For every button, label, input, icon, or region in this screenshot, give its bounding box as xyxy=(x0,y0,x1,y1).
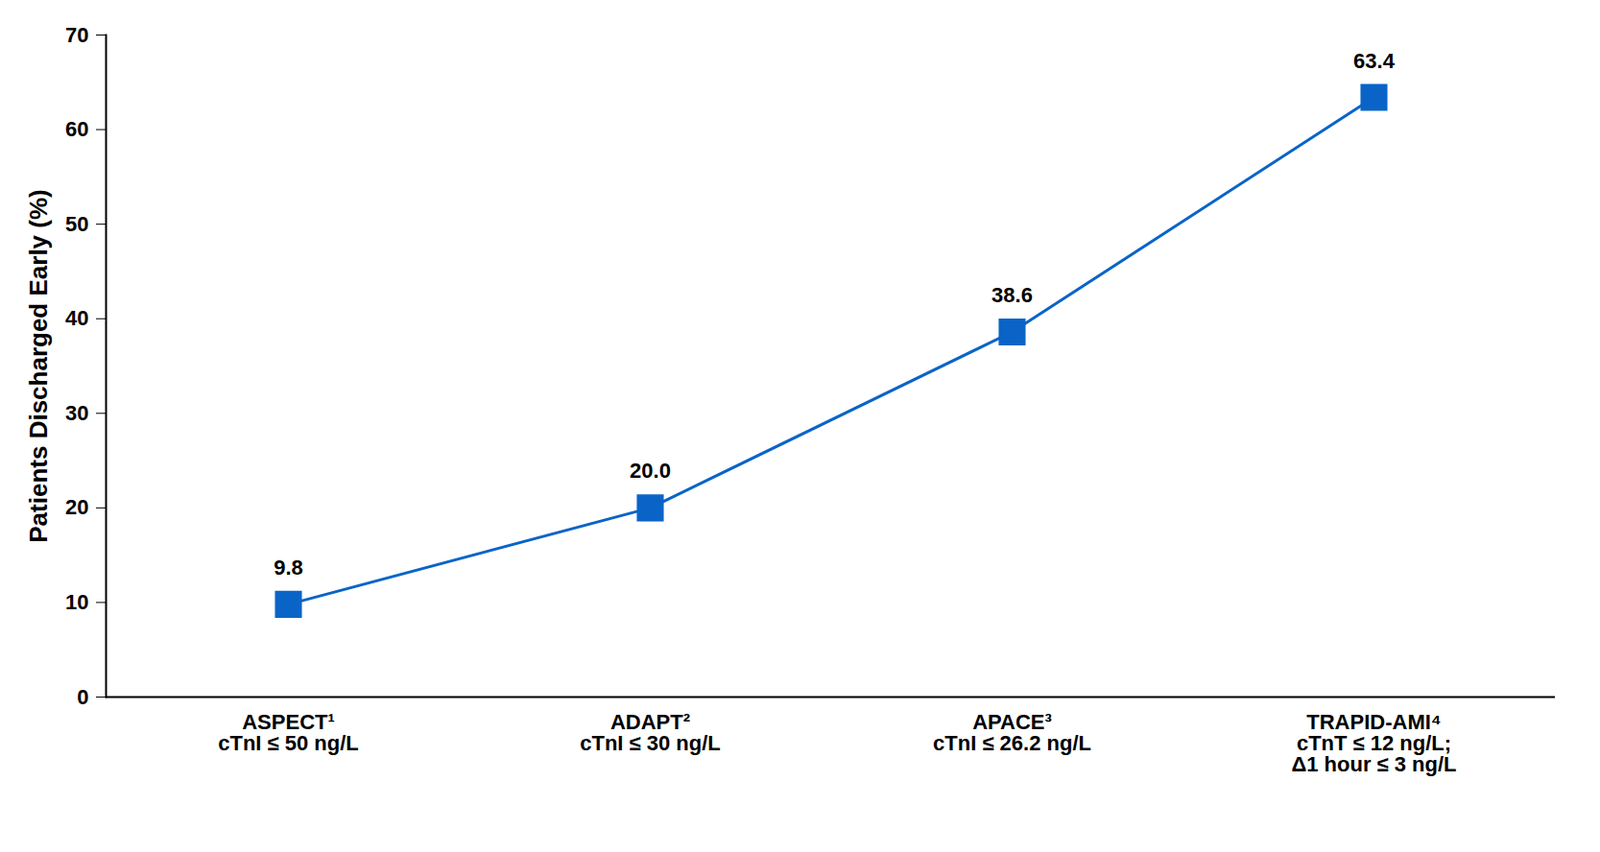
svg-text:TRAPID-AMI⁴cTnT ≤ 12 ng/L;Δ1 h: TRAPID-AMI⁴cTnT ≤ 12 ng/L;Δ1 hour ≤ 3 ng… xyxy=(1290,710,1457,777)
svg-text:0: 0 xyxy=(76,685,89,710)
svg-text:40: 40 xyxy=(65,306,89,331)
svg-text:63.4: 63.4 xyxy=(1353,48,1396,73)
svg-text:ADAPT²cTnI ≤ 30 ng/L: ADAPT²cTnI ≤ 30 ng/L xyxy=(579,710,721,756)
svg-text:10: 10 xyxy=(65,590,89,615)
svg-text:APACE³cTnI ≤ 26.2 ng/L: APACE³cTnI ≤ 26.2 ng/L xyxy=(932,710,1092,756)
svg-text:ASPECT¹cTnI ≤ 50 ng/L: ASPECT¹cTnI ≤ 50 ng/L xyxy=(217,710,359,756)
svg-text:20.0: 20.0 xyxy=(629,458,671,483)
svg-text:20: 20 xyxy=(65,495,89,520)
svg-text:50: 50 xyxy=(65,212,89,237)
svg-text:Patients Discharged Early (%): Patients Discharged Early (%) xyxy=(23,189,53,543)
svg-text:70: 70 xyxy=(65,23,89,48)
svg-text:60: 60 xyxy=(65,117,89,142)
svg-text:38.6: 38.6 xyxy=(991,283,1033,308)
svg-text:30: 30 xyxy=(65,401,89,426)
svg-text:9.8: 9.8 xyxy=(273,555,304,580)
